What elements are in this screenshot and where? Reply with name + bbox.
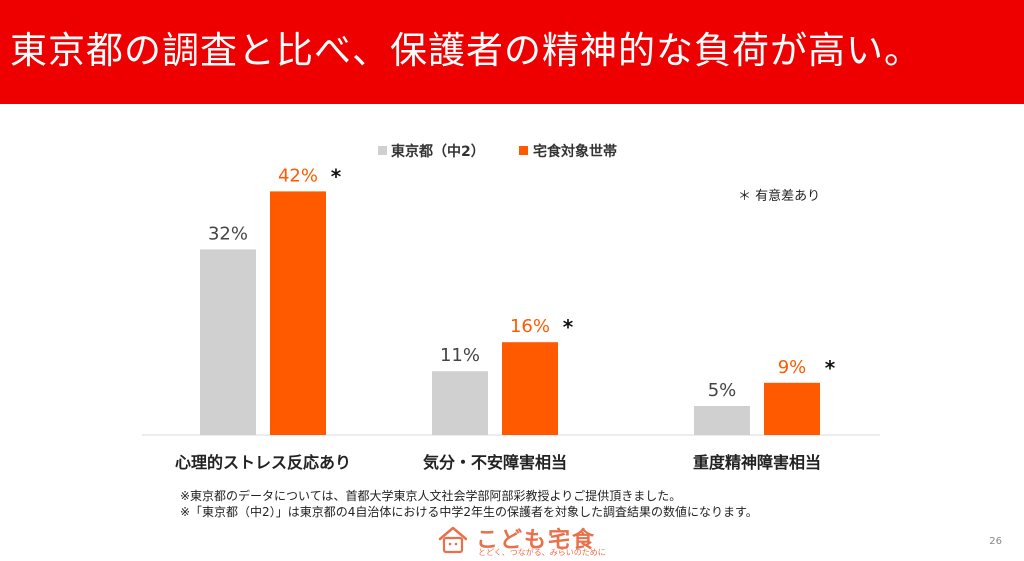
legend-swatch-series1 xyxy=(378,146,387,155)
category-label-1: 心理的ストレス反応あり xyxy=(175,453,351,472)
bar-2-3 xyxy=(764,382,820,435)
legend-label-series1: 東京都（中2） xyxy=(391,143,485,160)
significance-marker-3: * xyxy=(825,356,836,380)
significance-marker-2: * xyxy=(563,315,574,339)
data-label-2-3: 9% xyxy=(778,357,807,378)
significance-note: ＊ 有意差あり xyxy=(738,188,820,204)
title-bar: 東京都の調査と比べ、保護者の精神的な負荷が高い。 xyxy=(0,0,1024,104)
bar-1-3 xyxy=(694,406,750,435)
legend-swatch-series2 xyxy=(519,146,528,155)
data-label-1-3: 5% xyxy=(708,380,737,401)
bar-marks: 32% 42% * 心理的ストレス反応あり 11% 16% * 気分・不安障害相当 5% 9% * 重… xyxy=(175,164,836,472)
footnote-source: ※東京都のデータについては、首都大学東京人文社会学部阿部彩教授よりご提供頂きまし… xyxy=(180,489,682,503)
data-label-2-2: 16% xyxy=(510,316,550,337)
category-label-3: 重度精神障害相当 xyxy=(693,453,821,472)
chart-legend: 東京都（中2） 宅食対象世帯 xyxy=(378,143,617,160)
bar-1-1 xyxy=(200,249,256,435)
logo-tagline: とどく、つながる、みらいのために xyxy=(478,548,606,557)
significance-marker-1: * xyxy=(331,164,342,188)
house-logo-icon xyxy=(438,526,468,554)
data-label-1-1: 32% xyxy=(208,223,248,244)
bar-1-2 xyxy=(432,371,488,435)
data-label-1-2: 11% xyxy=(440,345,480,366)
bar-2-1 xyxy=(270,191,326,435)
category-label-2: 気分・不安障害相当 xyxy=(423,453,567,472)
footnote-description: ※「東京都（中2）」は東京都の4自治体における中学2年生の保護者を対象した調査結… xyxy=(180,505,758,519)
page-title: 東京都の調査と比べ、保護者の精神的な負荷が高い。 xyxy=(10,29,922,72)
logo: こども宅食 とどく、つながる、みらいのために xyxy=(436,522,636,558)
legend-label-series2: 宅食対象世帯 xyxy=(533,143,617,160)
logo-text: こども宅食 xyxy=(476,528,597,553)
data-label-2-1: 42% xyxy=(278,165,318,186)
bar-2-2 xyxy=(502,342,558,435)
page-number: 26 xyxy=(989,536,1002,547)
